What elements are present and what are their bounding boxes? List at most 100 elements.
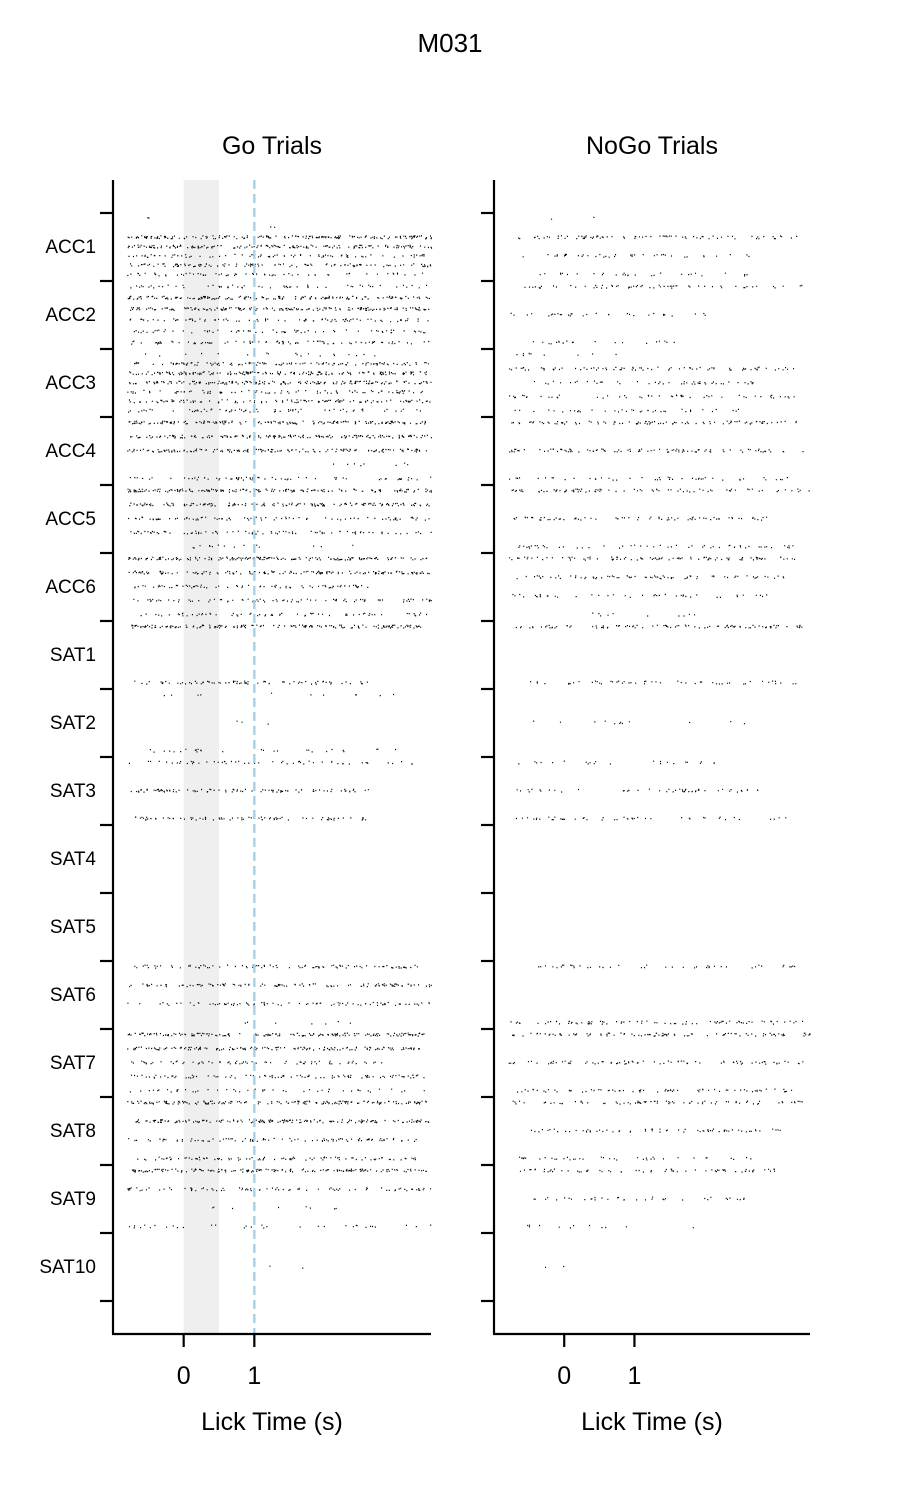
raster-row [518, 235, 798, 240]
raster-row [128, 516, 430, 521]
nogo-trials-panel: NoGo Trials 0 1 Lick Time (s) [481, 132, 811, 1436]
x-axis-label: Lick Time (s) [201, 1408, 343, 1436]
raster-session-acc1 [518, 216, 798, 277]
raster-session-acc6 [509, 556, 796, 617]
raster-session-sat3 [515, 760, 787, 821]
raster-row [129, 1088, 425, 1093]
raster-row [508, 1060, 804, 1065]
raster-row [127, 295, 430, 300]
raster-row [127, 488, 432, 493]
raster-row [524, 284, 803, 289]
raster-session-acc4 [127, 420, 432, 481]
raster-row [511, 488, 810, 493]
raster-session-sat9 [127, 1168, 432, 1229]
raster-session-sat1 [515, 624, 803, 685]
raster-row [530, 1128, 781, 1133]
raster-row [127, 1032, 425, 1037]
raster-session-acc2 [510, 284, 803, 345]
raster-row [516, 352, 617, 357]
raster-row [514, 408, 739, 413]
raster-row [133, 598, 432, 603]
raster-row [149, 748, 397, 753]
raster-row [527, 1224, 694, 1229]
y-tick-label: ACC1 [45, 237, 96, 258]
y-tick-label: SAT2 [50, 713, 96, 734]
raster-row [140, 612, 428, 617]
raster-row [244, 1021, 351, 1025]
raster-row [192, 544, 354, 549]
raster-row [127, 1100, 427, 1105]
y-tick-label: ACC3 [45, 373, 96, 394]
y-tick-label: SAT10 [39, 1257, 96, 1278]
raster-row [513, 516, 768, 521]
raster-session-acc3 [127, 352, 432, 413]
raster-row [539, 272, 748, 277]
raster-row [134, 680, 368, 685]
raster-row [128, 420, 426, 425]
raster-row [127, 1187, 432, 1192]
figure-title: M031 [417, 28, 482, 58]
raster-session-sat8 [512, 1100, 803, 1161]
raster-row [129, 983, 432, 988]
raster-row [519, 1168, 776, 1173]
raster-row [127, 1046, 420, 1051]
raster-row [129, 380, 432, 385]
raster-session-acc1 [127, 217, 433, 277]
raster-row [128, 556, 428, 561]
raster-row [128, 1137, 417, 1142]
raster-row [129, 1224, 432, 1229]
lick-raster-marks [127, 217, 433, 1269]
go-trials-panel: Go Trials ACC1 ACC2 ACC3 ACC4 ACC5 ACC6 SAT1 SAT… [39, 132, 433, 1436]
raster-row [269, 1265, 304, 1269]
raster-row [128, 760, 413, 765]
raster-session-acc5 [511, 488, 810, 549]
raster-row [131, 1168, 427, 1173]
y-tick-label: SAT8 [50, 1121, 96, 1142]
raster-row [519, 1156, 752, 1161]
raster-row [510, 312, 706, 317]
raster-row [515, 624, 803, 629]
raster-row [129, 371, 427, 376]
raster-row [533, 380, 754, 385]
raster-session-acc3 [509, 352, 795, 413]
y-tick-label: SAT3 [50, 781, 96, 802]
y-tick-label: SAT5 [50, 917, 96, 938]
raster-row [128, 399, 431, 404]
raster-session-sat10 [545, 1265, 565, 1268]
raster-row [131, 1060, 383, 1065]
raster-row [131, 340, 430, 345]
lick-raster-marks [508, 216, 811, 1268]
y-tick-label: ACC6 [45, 577, 96, 598]
raster-row [129, 476, 432, 481]
raster-session-sat6 [127, 964, 432, 1025]
raster-row [131, 624, 422, 629]
raster-row [551, 216, 595, 220]
y-tick-label: SAT9 [50, 1189, 96, 1210]
raster-row [127, 448, 428, 453]
raster-row [511, 420, 797, 425]
raster-row [545, 1265, 565, 1268]
raster-row [128, 408, 421, 413]
raster-row [512, 1032, 811, 1037]
raster-row [592, 612, 696, 617]
raster-row [270, 226, 276, 228]
raster-row [509, 556, 796, 561]
raster-session-sat6 [510, 964, 804, 1025]
raster-session-sat1 [131, 624, 422, 685]
raster-session-sat10 [269, 1265, 304, 1269]
y-tick-label: SAT7 [50, 1053, 96, 1074]
raster-row [147, 217, 150, 219]
raster-row [128, 253, 425, 258]
raster-row [137, 1156, 416, 1161]
raster-session-sat7 [127, 1032, 425, 1093]
raster-row [522, 253, 750, 258]
raster-row [236, 720, 269, 725]
x-tick-label: 0 [557, 1362, 571, 1390]
raster-row [127, 235, 432, 240]
raster-row [512, 1100, 803, 1105]
raster-row [509, 448, 804, 453]
raster-row [509, 476, 788, 481]
raster-row [134, 816, 367, 821]
raster-row [538, 964, 796, 969]
